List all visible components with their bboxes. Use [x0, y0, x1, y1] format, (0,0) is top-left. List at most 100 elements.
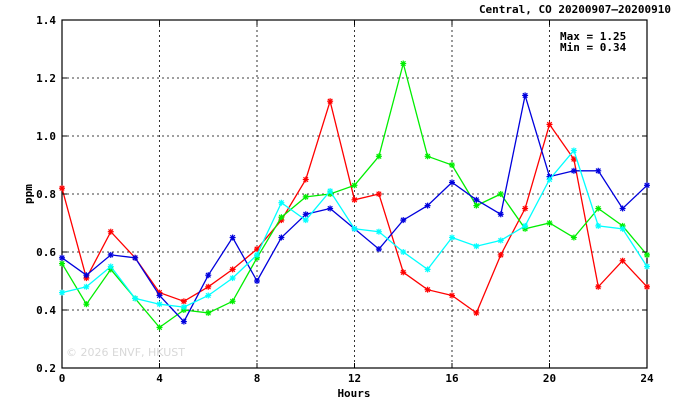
- data-point: [449, 234, 455, 241]
- data-point: [473, 309, 480, 316]
- data-point: [107, 228, 114, 235]
- series-line: [61, 95, 648, 323]
- min-annotation: Min = 0.34: [560, 41, 627, 54]
- series-4: [59, 147, 650, 311]
- data-point: [424, 266, 431, 273]
- x-tick-label: 8: [254, 372, 261, 385]
- y-tick-label: 0.6: [36, 246, 56, 259]
- data-point: [375, 228, 382, 235]
- series-group: [59, 60, 650, 331]
- data-point: [205, 272, 212, 279]
- data-point: [424, 286, 431, 293]
- data-point: [595, 205, 602, 212]
- data-point: [156, 292, 163, 299]
- data-point: [424, 153, 431, 160]
- data-point: [375, 246, 382, 253]
- data-point: [302, 217, 309, 224]
- data-point: [570, 147, 577, 154]
- y-tick-label: 0.2: [36, 362, 56, 375]
- data-point: [546, 220, 553, 226]
- data-point: [302, 176, 309, 183]
- data-point: [644, 283, 650, 290]
- data-point: [59, 254, 65, 261]
- y-axis-label: ppm: [22, 184, 35, 204]
- data-point: [473, 202, 480, 209]
- data-point: [83, 283, 90, 290]
- data-point: [59, 260, 65, 267]
- data-point: [156, 301, 163, 308]
- data-point: [619, 225, 626, 232]
- data-point: [595, 167, 602, 174]
- data-point: [254, 251, 260, 258]
- x-tick-label: 16: [445, 372, 459, 385]
- data-point: [327, 205, 334, 212]
- data-point: [375, 153, 382, 160]
- data-point: [424, 202, 431, 209]
- data-point: [229, 275, 236, 282]
- data-point: [205, 292, 212, 299]
- data-point: [375, 191, 382, 197]
- data-point: [132, 254, 139, 261]
- data-point: [327, 188, 334, 195]
- data-point: [83, 272, 90, 279]
- y-tick-label: 1.2: [36, 72, 56, 85]
- data-point: [59, 289, 65, 296]
- data-point: [351, 182, 358, 189]
- x-tick-label: 12: [348, 372, 361, 385]
- y-tick-label: 1.4: [36, 14, 56, 27]
- data-point: [278, 234, 285, 241]
- x-tick-label: 4: [156, 372, 163, 385]
- data-point: [473, 196, 480, 203]
- y-tick-label: 0.4: [36, 304, 56, 317]
- x-axis-label: Hours: [337, 387, 370, 400]
- data-point: [522, 92, 529, 99]
- data-point: [351, 196, 358, 203]
- data-point: [522, 222, 529, 229]
- data-point: [546, 176, 553, 183]
- data-point: [570, 167, 577, 174]
- data-point: [180, 304, 187, 311]
- data-point: [449, 162, 455, 168]
- data-point: [497, 191, 504, 197]
- y-tick-label: 1.0: [36, 130, 56, 143]
- data-point: [229, 266, 236, 273]
- max-annotation: Max = 1.25: [560, 30, 626, 43]
- data-point: [595, 222, 602, 229]
- data-point: [619, 205, 626, 212]
- data-point: [644, 263, 650, 270]
- data-point: [180, 318, 187, 325]
- data-point: [570, 234, 577, 241]
- data-point: [205, 283, 212, 290]
- grid: [62, 20, 647, 368]
- data-point: [400, 269, 407, 276]
- data-point: [278, 214, 285, 221]
- data-point: [156, 324, 163, 331]
- data-point: [351, 225, 358, 232]
- data-point: [83, 301, 90, 308]
- x-tick-label: 20: [543, 372, 556, 385]
- data-point: [522, 205, 529, 212]
- data-point: [644, 251, 650, 258]
- data-point: [473, 243, 480, 250]
- series-3: [59, 92, 650, 325]
- data-point: [400, 60, 407, 67]
- data-point: [132, 295, 139, 302]
- data-point: [400, 249, 407, 255]
- data-point: [497, 237, 504, 244]
- data-point: [107, 251, 114, 258]
- chart-title: Central, CO 20200907–20200910: [479, 3, 671, 16]
- x-tick-label: 24: [640, 372, 654, 385]
- data-point: [449, 179, 455, 186]
- data-point: [497, 211, 504, 218]
- data-point: [180, 298, 187, 305]
- data-point: [619, 257, 626, 264]
- data-point: [302, 193, 309, 200]
- data-point: [229, 298, 236, 305]
- copyright-watermark: © 2026 ENVF, HKUST: [66, 346, 185, 359]
- data-point: [278, 199, 285, 206]
- data-point: [59, 185, 65, 192]
- tick-labels: 0 4 8 12 16 20 24 0.2 0.4 0.6 0.8 1.0 1.2 1.4: [36, 14, 654, 385]
- data-point: [205, 309, 212, 316]
- data-point: [229, 234, 236, 241]
